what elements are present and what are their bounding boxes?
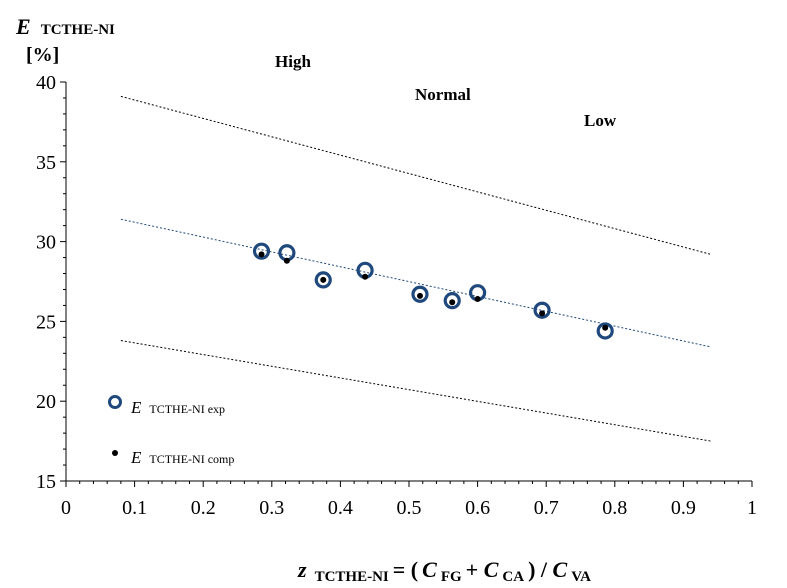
- x-label-eq: = (: [393, 557, 418, 582]
- exp-point: [411, 285, 429, 303]
- x-tick-label: 0.4: [328, 497, 353, 519]
- y-axis-unit: [%]: [26, 44, 59, 66]
- x-label-c3-sub: VA: [571, 569, 591, 585]
- legend-exp-sub: TCTHE-NI exp: [149, 402, 225, 416]
- x-tick-label: 0.8: [602, 497, 627, 519]
- y-axis-label-sub: TCTHE-NI: [41, 22, 115, 38]
- x-tick-label: 0.6: [465, 497, 490, 519]
- x-tick-label: 0.9: [671, 497, 696, 519]
- y-tick-label: 30: [36, 232, 56, 254]
- y-tick-label: 35: [36, 152, 56, 174]
- comp-point: [320, 276, 327, 283]
- x-tick-label: 0.3: [259, 497, 284, 519]
- exp-point: [533, 301, 551, 319]
- comp-point: [416, 292, 423, 299]
- exp-point: [278, 244, 296, 262]
- legend-marker-exp: [108, 395, 122, 409]
- reference-line-fit: [120, 218, 711, 348]
- comp-point: [602, 324, 609, 331]
- exp-point: [252, 242, 271, 260]
- exp-point: [314, 271, 332, 289]
- x-label-c2: C: [484, 557, 499, 582]
- x-tick-label: 0.5: [397, 497, 422, 519]
- x-tick-label: 0.7: [534, 497, 559, 519]
- y-axis-label: E TCTHE-NI: [15, 14, 115, 39]
- x-label-close: ) /: [528, 557, 552, 582]
- region-label-high: High: [275, 52, 311, 71]
- x-axis-label: z TCTHE-NI = ( C FG + C CA ) / C VA: [297, 557, 591, 585]
- x-tick-label: 0.1: [122, 497, 147, 519]
- x-label-z-sub: TCTHE-NI: [315, 569, 389, 585]
- reference-line-upper-bound: [120, 95, 711, 255]
- x-label-plus: +: [466, 557, 484, 582]
- y-tick-label: 15: [36, 471, 56, 493]
- x-label-c3: C: [553, 557, 568, 582]
- comp-point: [258, 251, 265, 258]
- comp-point: [449, 299, 456, 306]
- x-tick-label: 1: [747, 497, 757, 519]
- legend: E TCTHE-NI exp E TCTHE-NI comp: [108, 395, 234, 467]
- y-tick-label: 40: [36, 72, 56, 94]
- legend-comp-main: E: [130, 448, 142, 467]
- x-label-c1: C: [422, 557, 437, 582]
- reference-line-lower-bound: [120, 340, 711, 442]
- comp-point: [539, 310, 546, 317]
- reference-lines: [120, 95, 711, 442]
- exp-point: [443, 292, 461, 310]
- comp-point: [474, 296, 481, 303]
- y-tick-label: 25: [36, 311, 56, 333]
- region-label-normal: Normal: [415, 85, 471, 104]
- axes: [60, 81, 753, 487]
- legend-exp-main: E: [130, 398, 142, 417]
- legend-label-exp: E TCTHE-NI exp: [130, 398, 225, 417]
- x-label-z: z: [297, 557, 307, 582]
- exp-point: [596, 322, 614, 340]
- x-tick-label: 0.2: [191, 497, 216, 519]
- region-label-low: Low: [584, 111, 617, 130]
- comp-point: [283, 257, 290, 264]
- legend-comp-sub: TCTHE-NI comp: [149, 452, 234, 466]
- tick-labels: 15 20 25 30 35 40 0 0.1 0.2 0.3 0.4 0.5 0.6 0.7 0.8 0.9…: [36, 72, 757, 519]
- y-tick-label: 20: [36, 391, 56, 413]
- x-label-c2-sub: CA: [502, 569, 524, 585]
- comp-point: [362, 273, 369, 280]
- y-axis-label-main: E: [15, 14, 31, 39]
- x-tick-label: 0: [61, 497, 71, 519]
- legend-label-comp: E TCTHE-NI comp: [130, 448, 234, 467]
- x-label-c1-sub: FG: [441, 569, 462, 585]
- legend-marker-comp: [112, 450, 118, 456]
- data-points: [252, 242, 614, 340]
